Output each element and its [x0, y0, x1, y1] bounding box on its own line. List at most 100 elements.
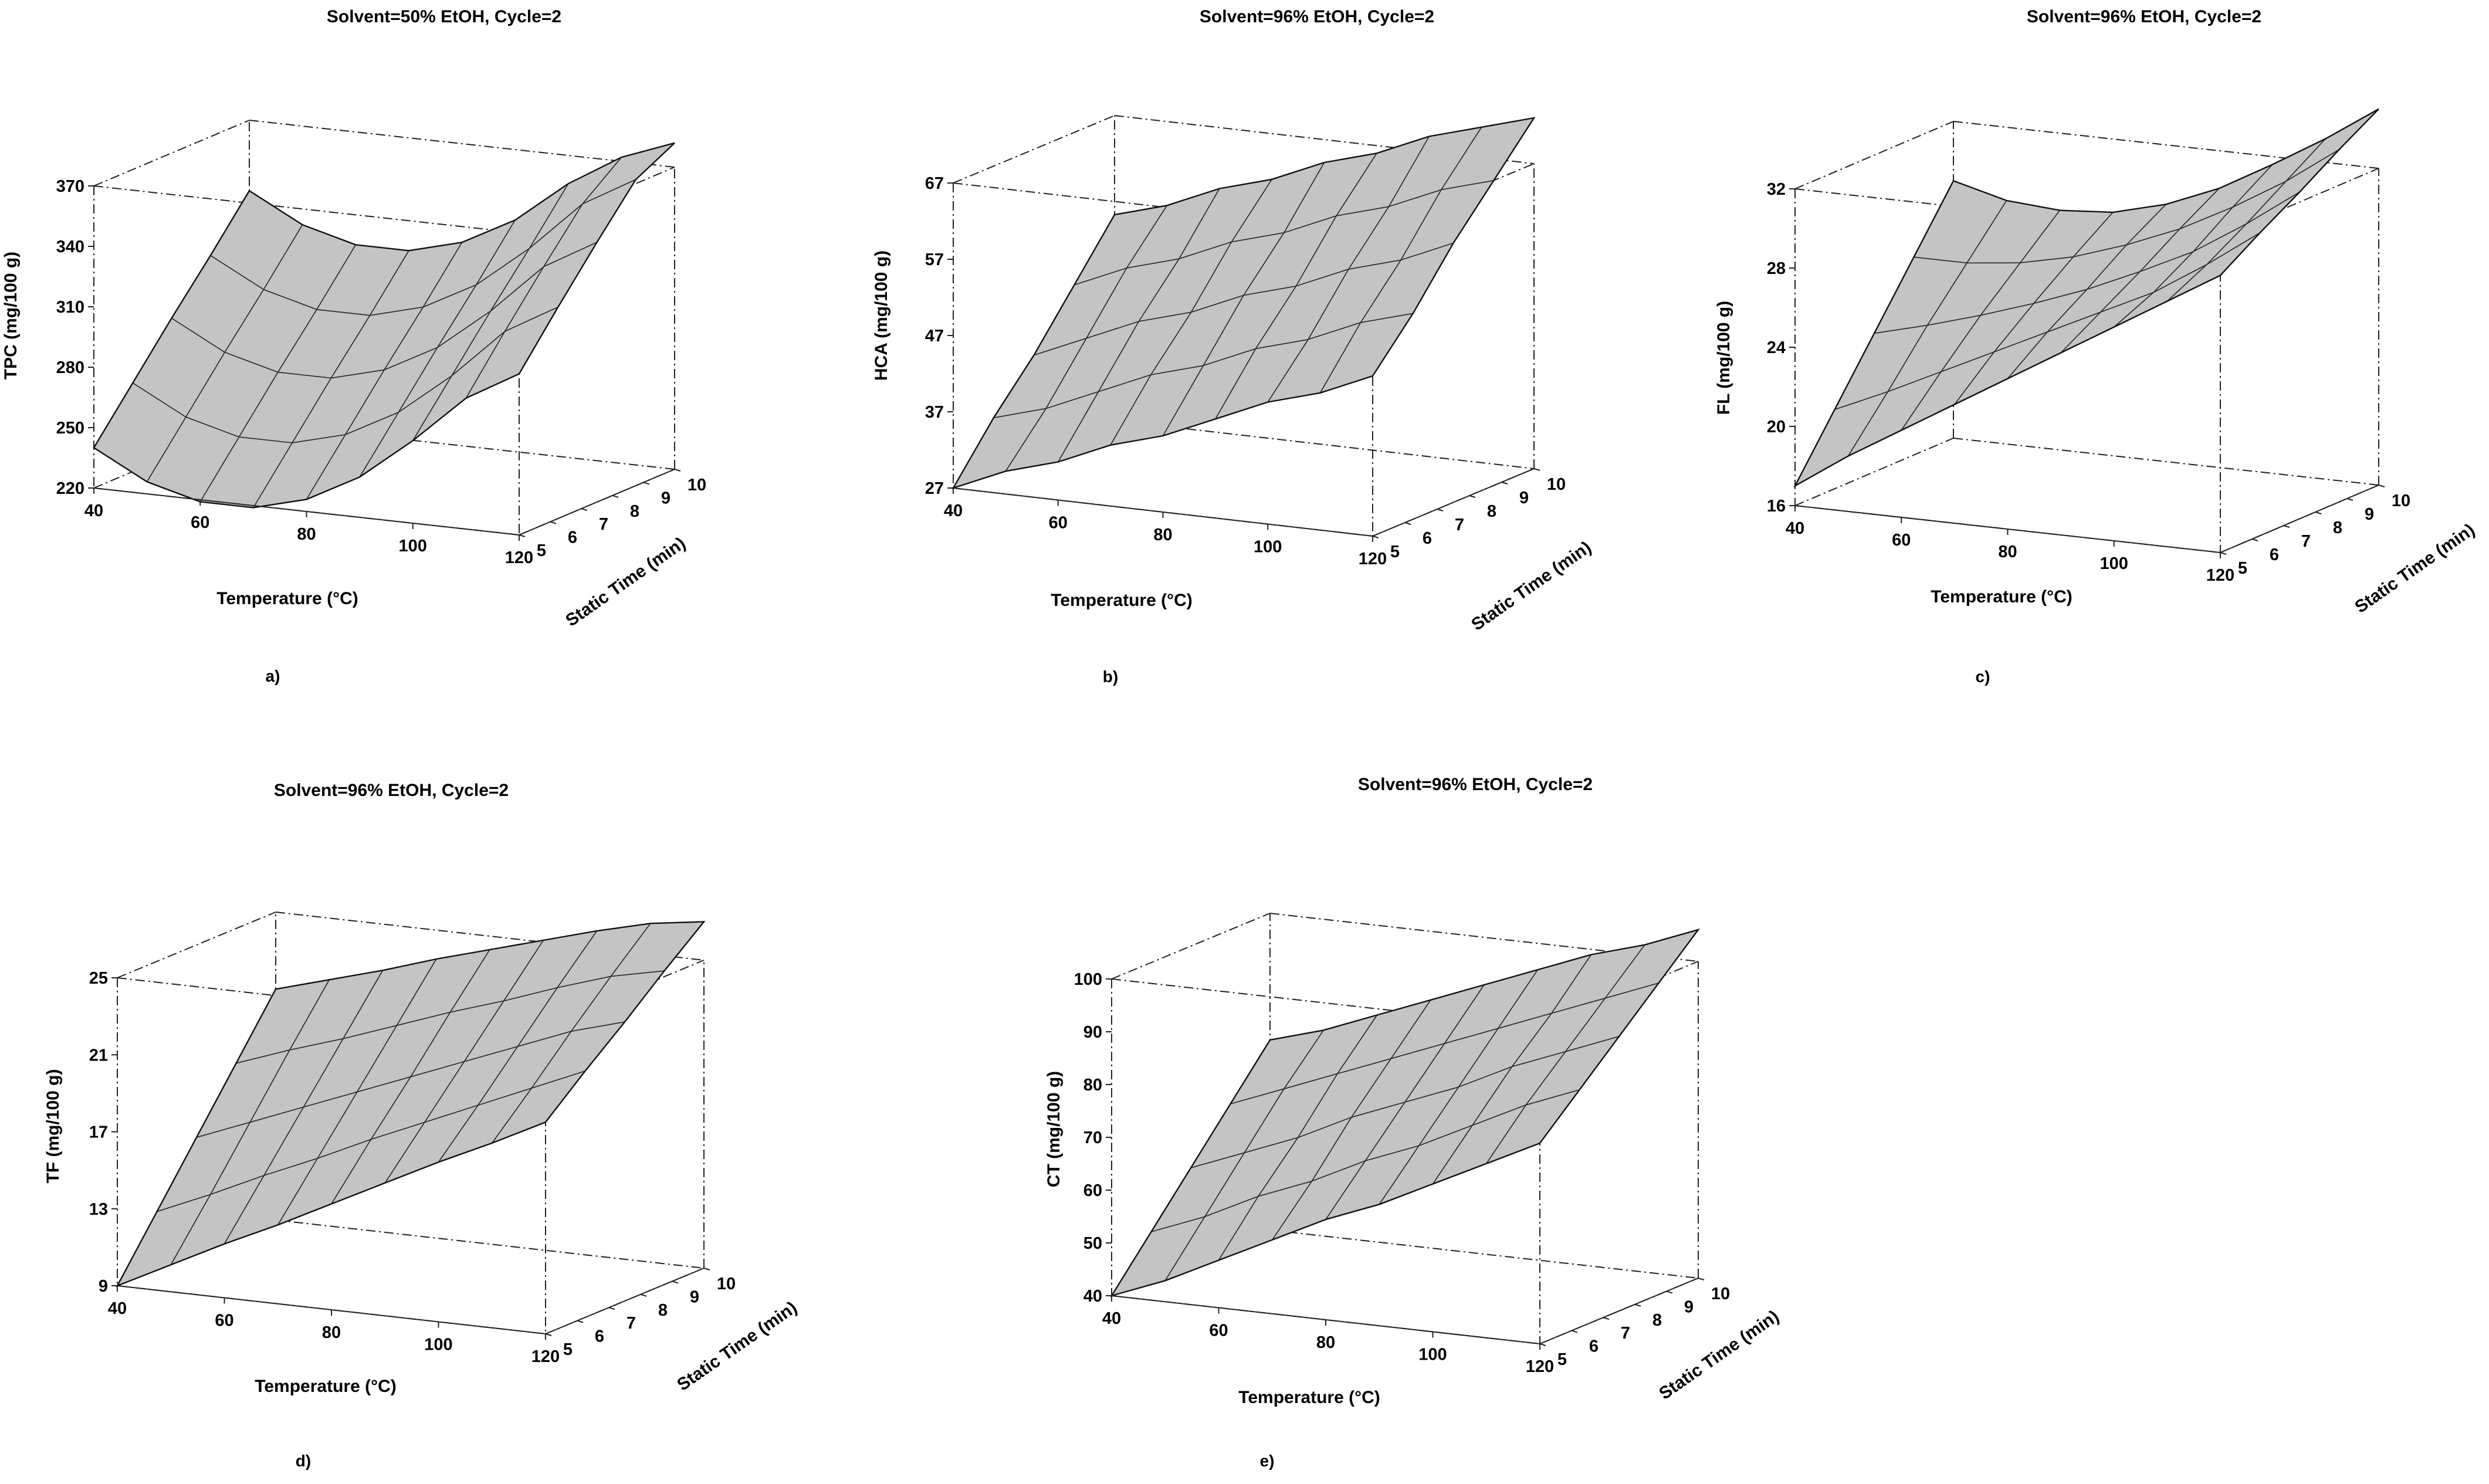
panel-b-z-tick-label: 57 [925, 250, 944, 269]
panel-a-axis-line [93, 487, 520, 536]
panel-e-y-tick [1698, 1278, 1705, 1280]
panel-d-x-tick-label: 120 [531, 1347, 560, 1366]
panel-c-box-edge [1953, 121, 2379, 169]
panel-c-y-tick [2346, 498, 2353, 501]
panel-e-box-edge [1269, 1229, 1699, 1279]
panel-d-y-tick-label: 7 [627, 1314, 636, 1333]
panel-d-x-tick-label: 100 [424, 1336, 452, 1354]
panel-a-z-tick-label: 310 [56, 298, 84, 317]
panel-e-z-tick-label: 40 [1083, 1287, 1102, 1306]
panel-b-box-edge [1372, 163, 1535, 232]
panel-d-title: Solvent=96% EtOH, Cycle=2 [274, 781, 509, 800]
panel-b-y-tick [1501, 482, 1508, 484]
panel-b-xlabel: Temperature (°C) [1051, 591, 1192, 610]
panel-a-box-edge [519, 167, 675, 233]
panel-d-y-tick [608, 1307, 615, 1310]
panel-a-surface [93, 142, 675, 509]
panel-a-y-tick [674, 469, 681, 472]
panel-a-y-tick-label: 9 [661, 489, 670, 507]
panel-c-box-edge [1794, 438, 1954, 506]
panel-a-box-edge [93, 120, 250, 187]
panel-e-z-tick-label: 90 [1083, 1023, 1102, 1042]
panel-c-box-edge [1794, 121, 1954, 189]
panel-a-box-edge [249, 120, 675, 168]
panel-a-z-tick-label: 340 [56, 238, 84, 256]
panel-c-y-tick-label: 7 [2301, 532, 2311, 551]
panel-e-x-tick-label: 60 [1209, 1322, 1228, 1340]
panel-d-box-edge [117, 912, 276, 978]
panel-c-z-tick-label: 16 [1767, 497, 1786, 516]
panel-e-caption: e) [1260, 1452, 1275, 1470]
panel-a-y-tick-label: 7 [599, 515, 608, 534]
panel-b-z-tick-label: 37 [925, 403, 944, 422]
panel-c-y-tick [2283, 525, 2290, 528]
panel-e-y-tick [1634, 1303, 1641, 1307]
panel-e-y-tick-label: 9 [1684, 1297, 1694, 1316]
panel-b: Solvent=96% EtOH, Cycle=2 HCA (mg/100 g)… [872, 7, 1595, 686]
panel-d-y-tick-label: 9 [690, 1288, 699, 1306]
panel-a-y-tick [550, 521, 557, 524]
panel-c-y-tick-label: 5 [2238, 559, 2247, 578]
panel-d-z-tick-label: 21 [89, 1046, 108, 1065]
panel-b-y-tick-label: 9 [1519, 489, 1529, 507]
panel-c-box-edge [1953, 438, 2379, 486]
panel-c-y-tick-label: 10 [2392, 492, 2410, 510]
panel-b-y-tick [1372, 536, 1379, 538]
panel-a-y-tick [519, 534, 526, 537]
panel-a-z-tick-label: 280 [56, 358, 84, 377]
panel-d-x-tick-label: 80 [322, 1323, 341, 1342]
panel-e-z-tick-label: 70 [1083, 1129, 1102, 1147]
panel-d: Solvent=96% EtOH, Cycle=2 TF (mg/100 g) … [43, 781, 801, 1470]
panel-c-surface [1793, 108, 2379, 488]
panel-b-z-tick-label: 47 [925, 327, 944, 345]
panel-b-ylabel: Static Time (min) [1468, 538, 1594, 635]
panel-e-surface-outline [1110, 928, 1701, 1297]
panel-e-xlabel: Temperature (°C) [1238, 1388, 1380, 1407]
panel-e-axis-line [1539, 1278, 1699, 1344]
panel-d-y-tick-label: 6 [595, 1327, 604, 1346]
panel-a-y-tick-label: 10 [688, 476, 706, 494]
panel-a-ylabel: Static Time (min) [562, 534, 689, 631]
panel-e-title: Solvent=96% EtOH, Cycle=2 [1358, 775, 1593, 794]
panel-b-z-tick-label: 27 [925, 479, 944, 498]
panel-c-caption: c) [1976, 668, 1990, 686]
panel-d-xlabel: Temperature (°C) [255, 1377, 396, 1396]
panel-d-zlabel: TF (mg/100 g) [43, 1069, 63, 1183]
panel-b-zlabel: HCA (mg/100 g) [872, 250, 891, 381]
panel-d-y-tick [545, 1333, 552, 1336]
panel-c-surface-outline [1793, 108, 2379, 488]
panel-c-x-tick-label: 100 [2100, 554, 2128, 573]
panel-c-box-front [1794, 484, 2379, 553]
panel-b-x-tick-label: 40 [944, 502, 963, 520]
panel-d-ylabel: Static Time (min) [673, 1298, 800, 1395]
panel-b-y-tick-label: 5 [1390, 543, 1400, 561]
panel-e-y-tick-label: 7 [1621, 1324, 1630, 1343]
panel-d-y-tick-label: 10 [717, 1275, 736, 1293]
panel-e: Solvent=96% EtOH, Cycle=2 CT (mg/100 g) … [1044, 775, 1783, 1470]
panel-b-y-tick [1533, 468, 1540, 471]
panel-e-y-tick [1603, 1317, 1610, 1320]
panel-e-ticks: 40 60 80 100 120 5 6 7 8 9 10 40 50 60 70 80 90 100 [1074, 970, 1731, 1376]
panel-d-y-tick [577, 1320, 584, 1323]
panel-e-axis-line [1111, 1295, 1540, 1344]
panel-e-z-tick-label: 50 [1083, 1234, 1102, 1253]
panel-d-y-tick-label: 8 [658, 1301, 668, 1320]
panel-e-y-tick [1666, 1290, 1673, 1294]
panel-e-y-tick [1539, 1343, 1546, 1346]
panel-a-y-tick [581, 508, 588, 511]
panel-d-x-tick-label: 60 [215, 1312, 233, 1330]
panel-d-surface-outline [116, 921, 706, 1288]
panel-e-x-tick-label: 120 [1526, 1357, 1554, 1376]
panel-c-zlabel: FL (mg/100 g) [1714, 301, 1733, 415]
panel-a-title: Solvent=50% EtOH, Cycle=2 [327, 7, 561, 26]
panel-c-x-tick-label: 120 [2206, 566, 2234, 585]
panel-c-z-tick-label: 24 [1767, 338, 1786, 357]
panel-d-z-tick-label: 25 [89, 969, 108, 988]
panel-d-box-front [117, 1268, 705, 1334]
panel-d-z-tick-label: 13 [89, 1200, 108, 1219]
panel-e-y-tick-label: 8 [1652, 1311, 1662, 1330]
panel-c-z-tick-label: 32 [1767, 180, 1786, 199]
panel-a-box-edge [93, 185, 520, 233]
